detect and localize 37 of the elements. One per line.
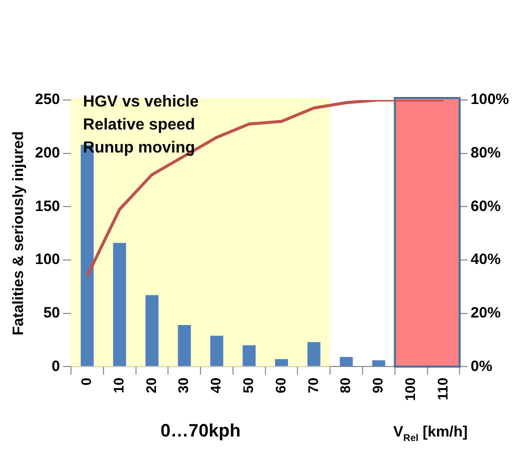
bar: [307, 342, 320, 366]
bar: [146, 295, 158, 366]
annotation: HGV vs vehicle: [83, 93, 199, 110]
y-tick-label: 50: [43, 304, 60, 322]
x-tick-label: 90: [370, 377, 386, 394]
band-label: 0…70kph: [160, 420, 241, 441]
bar: [113, 242, 126, 366]
bar: [178, 325, 191, 366]
bar: [340, 357, 353, 366]
y2-tick-label: 80%: [470, 144, 501, 162]
x-tick-label: 50: [240, 377, 256, 394]
x-tick-label: 60: [272, 377, 288, 394]
x-tick-label: 70: [304, 377, 321, 394]
x-tick-label: 10: [110, 377, 126, 394]
y-tick-label: 150: [34, 198, 60, 215]
y-tick-label: 250: [34, 91, 60, 108]
y2-tick-label: 0%: [470, 358, 492, 375]
y2-tick-label: 40%: [470, 251, 501, 268]
x-tick-label: 40: [208, 377, 224, 394]
y-tick-label: 100: [34, 251, 60, 268]
y-axis-title: Fatalities & seriously injured: [10, 131, 28, 336]
bar: [372, 360, 386, 366]
x-tick-label: 80: [337, 377, 354, 394]
x-tick-label: 110: [434, 377, 450, 400]
x-tick-label: 100: [402, 377, 418, 401]
y2-tick-label: 60%: [470, 198, 501, 215]
y-tick-label: 200: [34, 144, 60, 162]
y2-tick-label: 20%: [470, 304, 501, 322]
bar: [242, 345, 256, 366]
bar: [275, 359, 288, 366]
bar: [210, 336, 224, 366]
y-tick-label: 0: [52, 358, 60, 375]
y2-tick-label: 100%: [470, 91, 510, 108]
x-tick-label: 20: [142, 377, 159, 394]
x-tick-label: 30: [175, 377, 192, 394]
annotation: Relative speed: [83, 116, 196, 134]
x-tick-label: 0: [78, 377, 94, 386]
